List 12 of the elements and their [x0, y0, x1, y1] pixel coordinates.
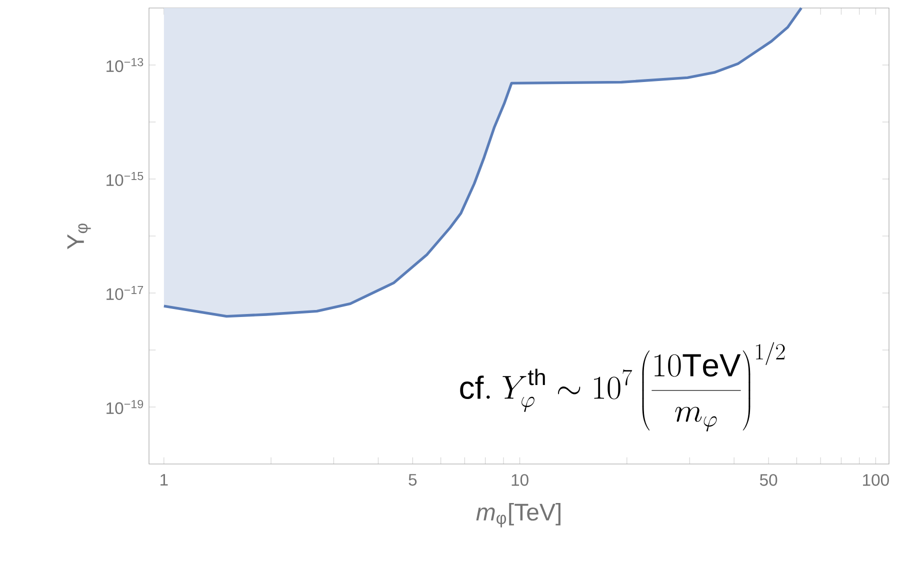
y-axis-title: Y$_{φ}$ [67, 224, 91, 250]
y-tick-label: 10$^{−13}$ [106, 58, 144, 72]
x-tick-label: 5 [408, 474, 417, 486]
y-tick-label: 10$^{−17}$ [106, 286, 144, 300]
x-axis-title: m$_{φ}$[TeV] [476, 503, 560, 528]
x-tick-label: 1 [160, 474, 168, 486]
y-tick-label: 10$^{−19}$ [106, 400, 144, 414]
x-tick-label: 10 [512, 474, 528, 486]
x-tick-label: 50 [760, 474, 778, 486]
x-tick-label: 100 [863, 474, 889, 486]
annotation: $\mathrm{cf.}\ Y_{\varphi}^{\mathrm{th}}\sim 10^{7}\left(\frac{10\mathrm{TeV}}{m_{\varphi}}\right)^{1/2}$ [460, 342, 785, 432]
y-tick-label: 10$^{−15}$ [106, 172, 144, 186]
